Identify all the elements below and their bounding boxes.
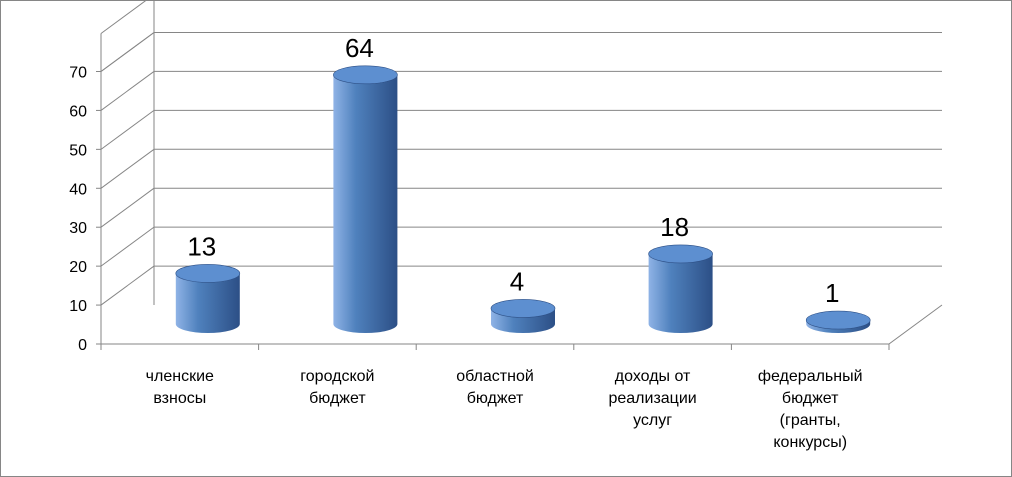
data-label: 1 [825,278,839,308]
x-tick-label-line: областной [456,368,534,385]
x-tick-label-line: бюджет [309,390,366,407]
gridlines [100,1,942,306]
x-tick-label-line: реализации [608,390,696,407]
x-tick-label-line: бюджет [782,390,839,407]
x-tick-label-line: конкурсы) [773,434,847,451]
gridline-diagonal [100,109,155,150]
y-tick-label: 50 [69,142,87,159]
bar-top [648,244,713,264]
bar-body [806,320,871,333]
y-tick-label: 0 [78,337,87,354]
x-tick-label-line: членские [146,368,214,385]
bar [648,244,713,333]
x-tick-label-line: (гранты, [780,412,841,429]
data-label: 18 [660,212,689,242]
x-axis-labels: членские взносы городской бюджет областной бю… [146,368,863,451]
bar [490,299,556,333]
x-tick-label-line: федеральный [758,368,863,385]
data-labels: 13 64 4 18 1 [187,33,839,308]
floor-right-edge [888,304,943,345]
bar-body [648,253,713,333]
x-tick-label-line: доходы от [615,368,691,385]
x-tick-label: федеральный бюджет (гранты, конкурсы) [758,368,863,451]
x-tick-label-line: услуг [633,412,672,429]
bar-body [491,308,555,333]
y-tick-label: 40 [69,181,87,198]
bar-body [333,74,398,333]
x-tick-label: членские взносы [146,368,214,407]
bar-top [175,264,241,283]
bar-body [175,273,240,333]
bar-top [490,299,556,318]
y-axis-ticks: 0 10 20 30 40 50 60 70 [69,65,101,354]
gridline-diagonal [100,187,155,228]
bars [175,65,871,333]
data-label: 13 [187,231,216,261]
x-tick-label-line: взносы [153,390,206,407]
data-label: 4 [510,266,524,296]
gridline-diagonal [100,148,155,189]
y-tick-label: 10 [69,298,87,315]
y-tick-label: 70 [69,65,87,82]
y-tick-label: 30 [69,220,87,237]
bar-top [805,310,871,330]
gridline-diagonal [100,226,155,267]
bar [333,65,398,333]
gridline-diagonal [100,265,155,306]
x-tick-label-line: бюджет [467,390,524,407]
bar [805,310,871,333]
gridline-diagonal [100,71,155,111]
x-tick-label: областной бюджет [456,368,534,407]
x-tick-label-line: городской [300,368,374,385]
bar [175,264,241,333]
bar-top [333,65,398,85]
y-tick-label: 20 [69,259,87,276]
wall-top-diagonal [100,1,147,34]
y-tick-label: 60 [69,103,87,120]
data-label: 64 [345,33,374,63]
x-tick-label: доходы от реализации услуг [608,368,696,429]
x-tick-label: городской бюджет [300,368,374,407]
gridline-diagonal [100,32,155,72]
